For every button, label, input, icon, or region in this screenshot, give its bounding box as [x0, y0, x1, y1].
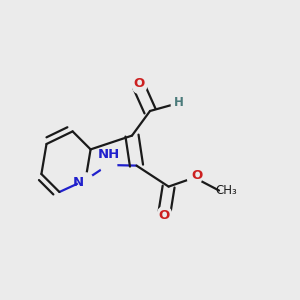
Text: NH: NH [98, 148, 120, 161]
Point [175, 101, 179, 106]
Point [136, 83, 141, 88]
Text: H: H [174, 95, 183, 109]
Point [83, 178, 88, 182]
Point [106, 163, 110, 167]
Text: CH₃: CH₃ [216, 184, 237, 197]
Point [192, 175, 197, 180]
Text: O: O [159, 209, 170, 222]
Text: O: O [192, 169, 203, 182]
Point [162, 211, 167, 215]
Text: O: O [133, 76, 144, 90]
Text: N: N [72, 176, 84, 190]
